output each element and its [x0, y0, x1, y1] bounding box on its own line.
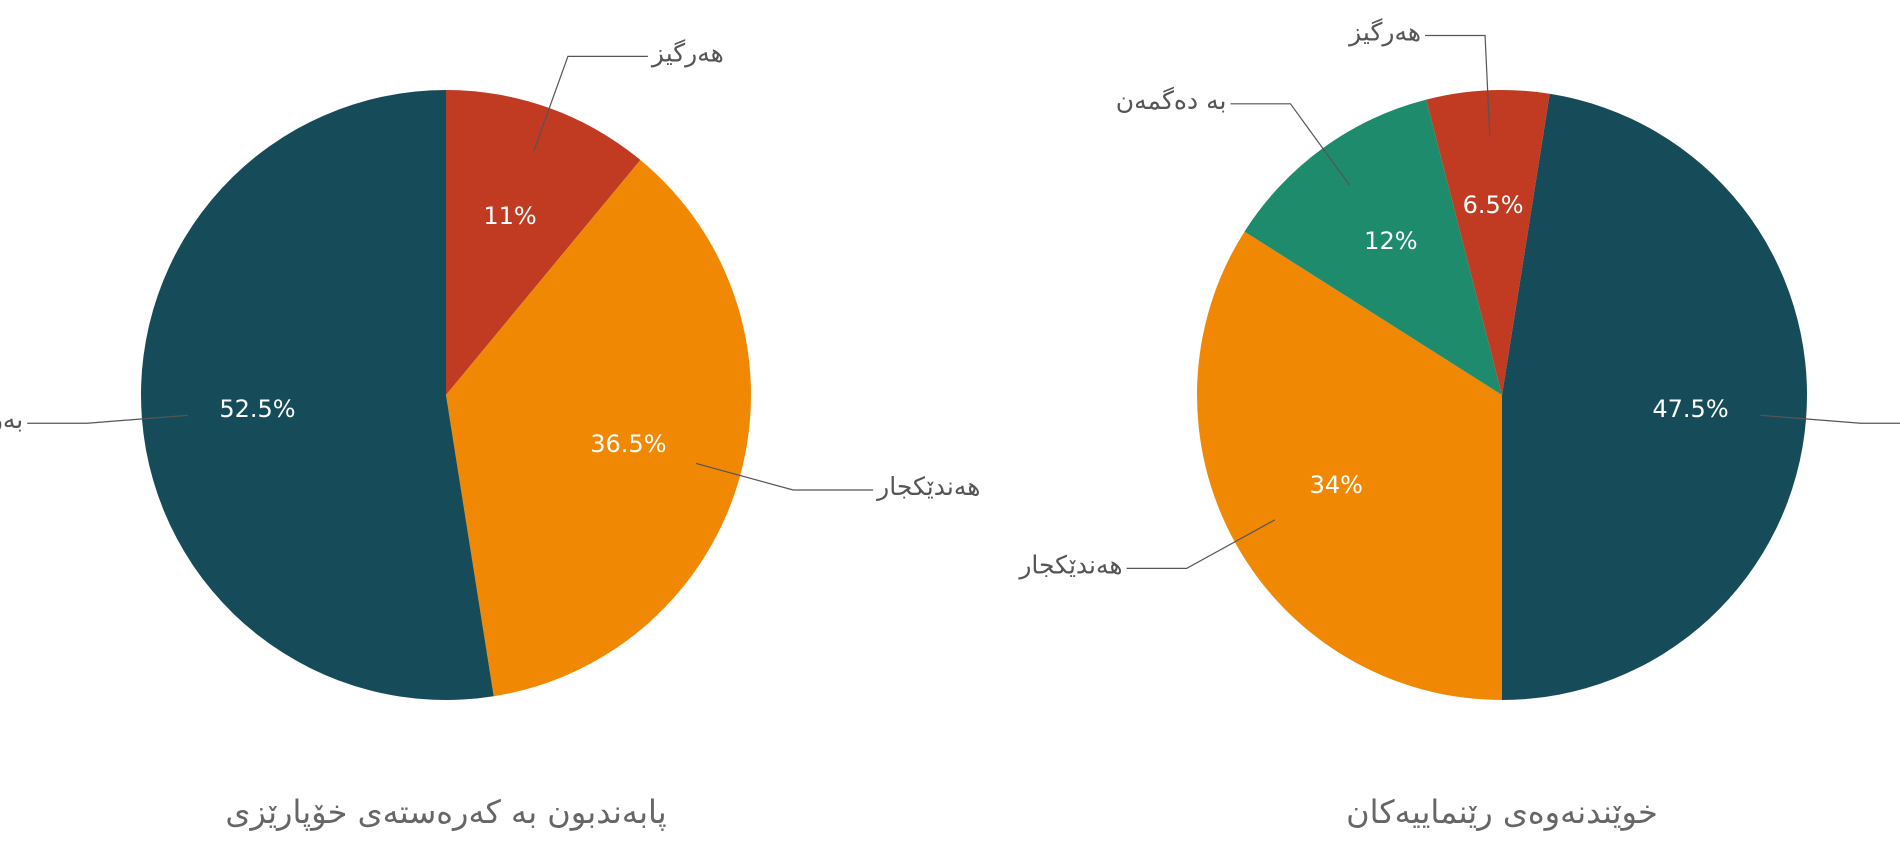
- percent-label: 6.5%: [1463, 191, 1524, 219]
- leader-line: [533, 55, 648, 152]
- category-label: هەندێکجار: [875, 472, 980, 501]
- pie-slice: [446, 90, 641, 395]
- leader-line: [695, 462, 874, 491]
- leader-line: [1230, 103, 1351, 186]
- pie-slice: [1197, 231, 1502, 701]
- percent-label: 12%: [1364, 227, 1417, 255]
- percent-label: 47.5%: [1652, 395, 1728, 423]
- pie-slice: [1426, 90, 1550, 395]
- leader-line: [1760, 414, 1900, 424]
- chart-title: پابەندبون بە کەرەستەی خۆپارێزی: [225, 793, 666, 831]
- percent-label: 11%: [483, 202, 536, 230]
- category-label: بە دەگمەن: [1116, 86, 1227, 115]
- percent-label: 36.5%: [590, 430, 666, 458]
- category-label: هەندێکجار: [1017, 550, 1122, 579]
- category-label: بەردەوام: [0, 405, 23, 435]
- percent-label: 52.5%: [219, 395, 295, 423]
- pie-slice: [141, 90, 494, 700]
- chart-title: خوێندنەوەی رێنماییەکان: [1346, 793, 1658, 831]
- pie-slice: [1502, 93, 1807, 700]
- leader-line: [1425, 34, 1491, 137]
- category-label: هەرگیز: [1347, 17, 1421, 46]
- percent-label: 34%: [1310, 471, 1363, 499]
- leader-line: [1126, 519, 1276, 569]
- category-label: هەرگیز: [650, 38, 724, 67]
- pie-slice: [1244, 99, 1502, 395]
- pie-slice: [446, 159, 752, 697]
- leader-line: [27, 414, 188, 424]
